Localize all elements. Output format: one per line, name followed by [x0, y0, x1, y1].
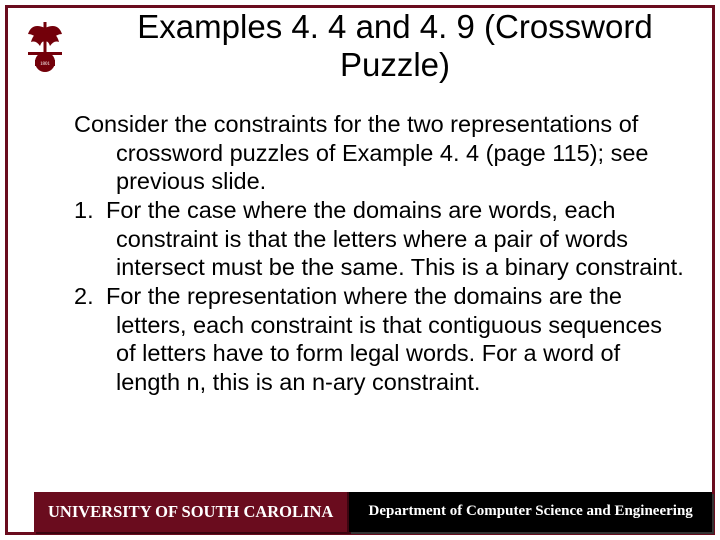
item-number: 1.	[74, 196, 106, 225]
footer-department: Department of Computer Science and Engin…	[349, 492, 712, 532]
intro-paragraph: Consider the constraints for the two rep…	[34, 110, 686, 196]
item-text: For the representation where the domains…	[106, 283, 662, 395]
item-text: For the case where the domains are words…	[106, 197, 684, 280]
svg-text:1801: 1801	[40, 62, 51, 67]
footer: UNIVERSITY OF SOUTH CAROLINA Department …	[34, 492, 712, 532]
body-content: Consider the constraints for the two rep…	[34, 110, 686, 397]
slide-title: Examples 4. 4 and 4. 9 (Crossword Puzzle…	[100, 8, 690, 84]
item-number: 2.	[74, 282, 106, 311]
footer-university: UNIVERSITY OF SOUTH CAROLINA	[34, 492, 349, 532]
list-item: 1.For the case where the domains are wor…	[34, 196, 686, 282]
university-logo: 1801	[14, 14, 76, 76]
list-item: 2.For the representation where the domai…	[34, 282, 686, 397]
